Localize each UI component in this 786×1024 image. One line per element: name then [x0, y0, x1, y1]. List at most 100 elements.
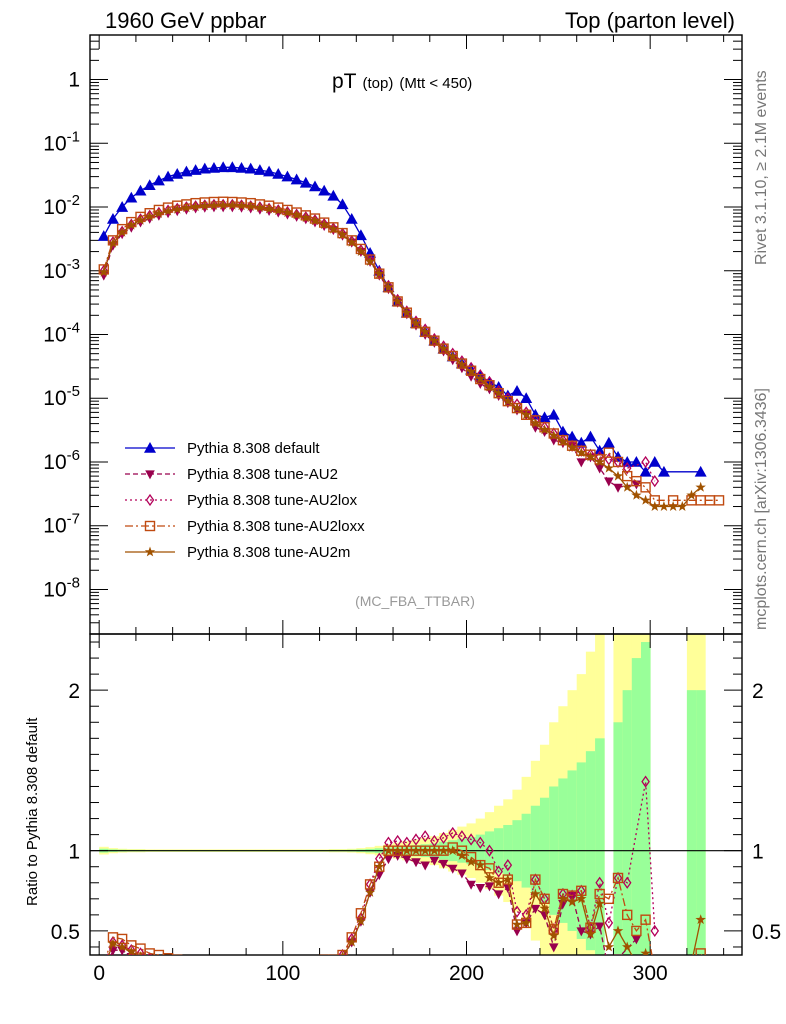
- data-point: [272, 167, 285, 179]
- ratio-data-point: [410, 845, 422, 856]
- series-1: [98, 203, 642, 493]
- ratio-y-tick-label: 0.5: [752, 921, 781, 944]
- data-point: [465, 365, 477, 376]
- ratio-data-point: [328, 954, 339, 955]
- ratio-data-point: [337, 951, 348, 955]
- data-point: [401, 307, 412, 318]
- legend-label: Pythia 8.308 tune-AU2loxx: [187, 518, 365, 535]
- data-point: [246, 200, 255, 213]
- data-point: [227, 199, 238, 210]
- plot-title-main: pT: [332, 70, 357, 93]
- ratio-data-point: [640, 947, 651, 955]
- data-point: [263, 165, 276, 177]
- y-tick-label: 10-7: [43, 511, 80, 538]
- data-point: [226, 161, 239, 173]
- band-green: [622, 690, 633, 955]
- ratio-data-point: [530, 888, 541, 899]
- data-point: [622, 462, 632, 475]
- data-point: [383, 281, 394, 292]
- data-point: [301, 211, 311, 224]
- ratio-data-point: [622, 876, 632, 889]
- data-point: [641, 455, 650, 469]
- data-point: [475, 373, 486, 384]
- legend-marker: [144, 520, 156, 532]
- data-point: [290, 173, 303, 185]
- data-point: [152, 174, 165, 186]
- ratio-data-point: [420, 830, 430, 843]
- ratio-data-point: [612, 872, 624, 884]
- ratio-data-point: [557, 893, 569, 904]
- data-point: [346, 236, 357, 247]
- data-point: [648, 455, 661, 467]
- ratio-data-point: [493, 877, 504, 888]
- ratio-data-point: [364, 886, 376, 897]
- x-tick-label: 100: [265, 962, 300, 985]
- data-point: [191, 200, 200, 213]
- data-point: [180, 165, 193, 177]
- plot-title: pT (top) (Mtt < 450): [332, 70, 472, 93]
- data-point: [512, 406, 522, 416]
- ratio-frame: [89, 633, 743, 956]
- legend-marker: [145, 470, 155, 480]
- band-green: [631, 658, 642, 955]
- ratio-data-point: [420, 845, 431, 856]
- ratio-data-point: [420, 861, 430, 871]
- data-point: [631, 489, 642, 500]
- ratio-data-point: [603, 941, 615, 952]
- legend-label: Pythia 8.308 tune-AU2lox: [187, 492, 358, 509]
- data-point: [410, 317, 422, 328]
- data-point: [364, 255, 376, 266]
- data-point: [107, 237, 119, 248]
- data-point: [346, 235, 357, 246]
- ratio-data-point: [475, 836, 485, 849]
- data-point: [364, 254, 376, 265]
- ratio-data-point: [641, 775, 650, 788]
- ratio-y-tick-label: 2: [752, 680, 764, 703]
- data-point: [456, 358, 468, 369]
- band-green: [613, 722, 624, 955]
- data-point: [593, 444, 606, 456]
- ratio-data-point: [318, 954, 330, 955]
- data-point: [650, 475, 660, 488]
- ratio-data-point: [603, 893, 615, 905]
- ratio-data-point: [484, 872, 495, 883]
- ratio-data-point: [548, 943, 559, 953]
- data-point: [237, 199, 246, 212]
- data-point: [327, 189, 340, 201]
- data-point: [622, 481, 633, 492]
- ratio-data-point: [604, 916, 614, 930]
- ratio-data-point: [392, 845, 403, 856]
- data-point: [337, 229, 348, 239]
- ratio-y-tick-label: 1: [752, 841, 764, 864]
- data-point: [547, 408, 560, 420]
- ratio-data-point: [457, 830, 467, 843]
- data-point: [318, 184, 331, 196]
- ratio-data-point: [595, 876, 604, 889]
- ratio-data-point: [503, 883, 513, 893]
- data-point: [254, 202, 266, 212]
- ratio-data-point: [585, 928, 596, 939]
- ratio-data-point: [466, 833, 476, 846]
- ratio-data-point: [402, 855, 412, 865]
- data-point: [134, 184, 147, 196]
- data-point: [135, 214, 146, 225]
- ratio-data-point: [465, 856, 477, 867]
- data-point: [162, 170, 175, 182]
- data-point: [318, 219, 330, 229]
- data-point: [144, 211, 155, 221]
- data-point: [207, 161, 220, 173]
- data-point: [438, 343, 449, 354]
- data-point: [99, 264, 109, 277]
- legend-label: Pythia 8.308 tune-AU2: [187, 466, 338, 483]
- ratio-data-point: [485, 844, 494, 857]
- ratio-data-point: [650, 924, 660, 938]
- ratio-data-point: [149, 954, 150, 955]
- data-point: [181, 202, 192, 213]
- ratio-data-point: [466, 880, 476, 890]
- series-3: [98, 196, 725, 506]
- analysis-label: (MC_FBA_TTBAR): [355, 593, 475, 609]
- ratio-data-point: [411, 833, 421, 846]
- data-point: [264, 202, 274, 215]
- ratio-data-point: [172, 954, 183, 955]
- data-point: [493, 387, 504, 398]
